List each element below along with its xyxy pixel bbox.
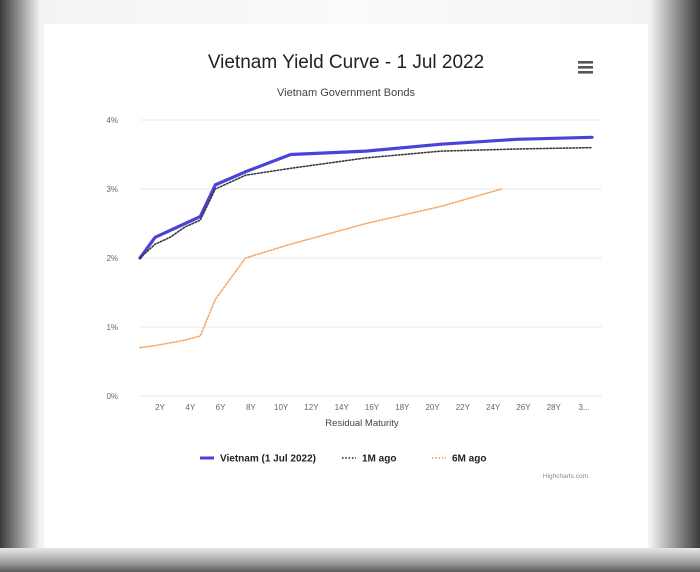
x-tick-label: 8Y xyxy=(246,403,256,412)
x-tick-label: 26Y xyxy=(516,403,531,412)
x-tick-label: 16Y xyxy=(365,403,380,412)
y-tick-label: 4% xyxy=(106,116,118,125)
y-tick-label: 0% xyxy=(106,392,118,401)
x-tick-label: 6Y xyxy=(216,403,226,412)
legend-item[interactable]: 6M ago xyxy=(432,454,486,465)
series-line[interactable] xyxy=(139,146,593,259)
legend-item[interactable]: Vietnam (1 Jul 2022) xyxy=(200,454,316,465)
x-axis-ticks: 2Y 4Y 6Y 8Y 10Y 12Y 14Y 16Y 18Y 20Y 22Y 24Y 26Y 28Y 3.… xyxy=(155,403,589,412)
chart-subtitle: Vietnam Government Bonds xyxy=(277,87,415,99)
x-tick-label: 14Y xyxy=(335,403,350,412)
x-tick-label: 22Y xyxy=(456,403,471,412)
y-tick-label: 2% xyxy=(106,254,118,263)
legend-item[interactable]: 1M ago xyxy=(342,454,396,465)
x-tick-label: 18Y xyxy=(395,403,410,412)
x-tick-label: 3... xyxy=(578,403,589,412)
x-tick-label: 2Y xyxy=(155,403,165,412)
series-lines xyxy=(138,135,594,349)
y-tick-label: 1% xyxy=(106,323,118,332)
legend-label: 6M ago xyxy=(452,454,486,465)
x-tick-label: 24Y xyxy=(486,403,501,412)
chart-container: Vietnam Yield Curve - 1 Jul 2022 Vietnam… xyxy=(44,24,648,548)
x-tick-label: 28Y xyxy=(547,403,562,412)
series-line[interactable] xyxy=(138,135,594,260)
series-line[interactable] xyxy=(139,188,503,349)
x-tick-label: 4Y xyxy=(185,403,195,412)
y-tick-label: 3% xyxy=(106,185,118,194)
grid-lines xyxy=(140,119,602,397)
highcharts-credit[interactable]: Highcharts.com xyxy=(543,473,588,480)
y-axis-ticks: 0% 1% 2% 3% 4% xyxy=(106,116,118,401)
x-tick-label: 10Y xyxy=(274,403,289,412)
x-tick-label: 12Y xyxy=(304,403,319,412)
screen-bezel xyxy=(0,548,700,572)
context-menu-button[interactable] xyxy=(576,58,596,76)
x-tick-label: 20Y xyxy=(425,403,440,412)
yield-curve-chart: Vietnam Yield Curve - 1 Jul 2022 Vietnam… xyxy=(106,52,602,480)
legend: Vietnam (1 Jul 2022) 1M ago 6M ago xyxy=(200,454,486,465)
legend-label: 1M ago xyxy=(362,454,396,465)
chart-title: Vietnam Yield Curve - 1 Jul 2022 xyxy=(208,52,484,73)
x-axis-label: Residual Maturity xyxy=(325,418,399,429)
legend-label: Vietnam (1 Jul 2022) xyxy=(220,454,316,465)
